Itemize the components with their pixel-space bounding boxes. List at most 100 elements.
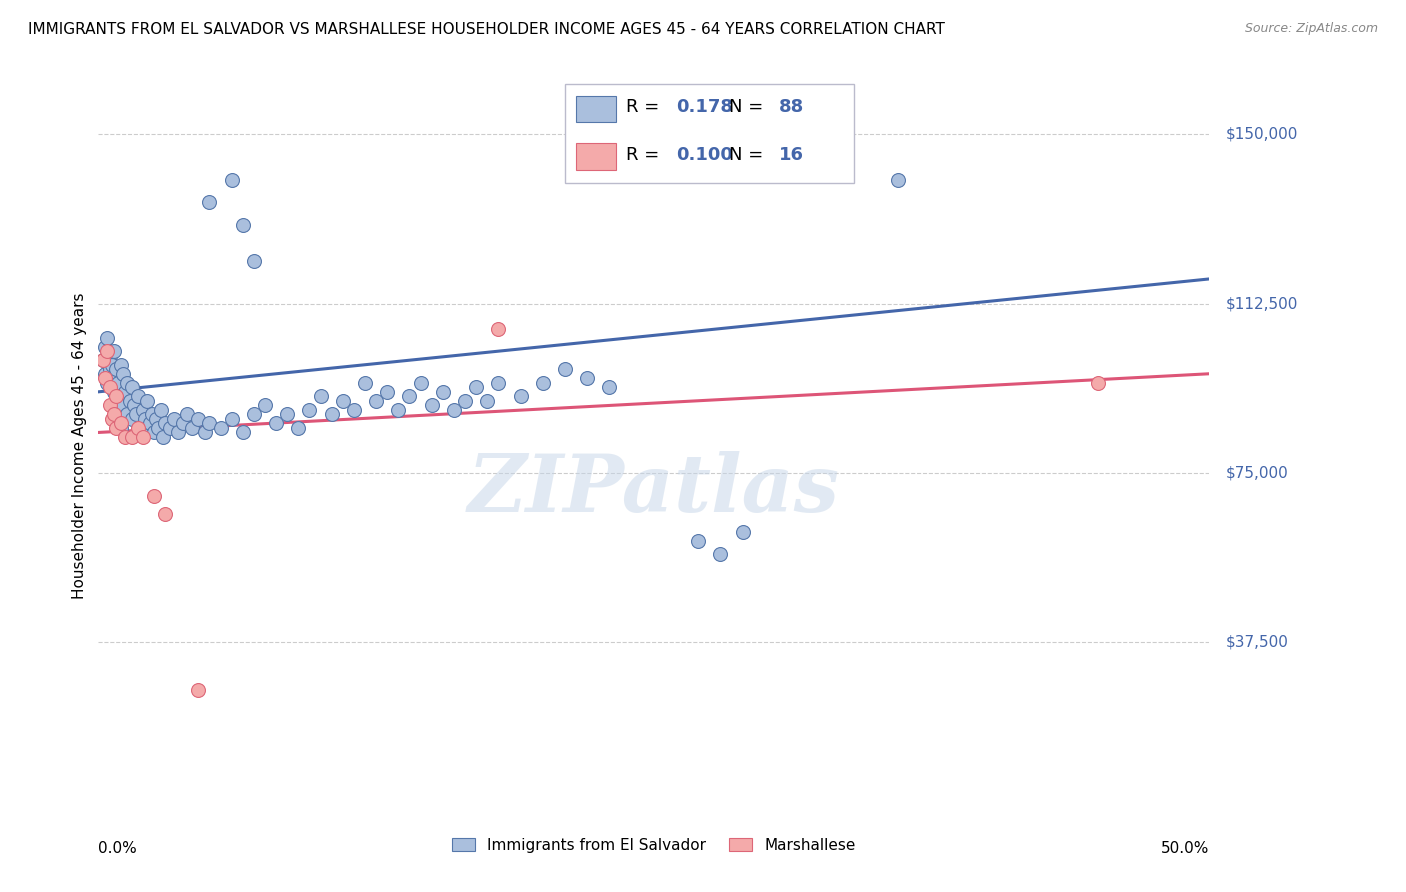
Point xyxy=(132,403,155,417)
Point xyxy=(94,367,117,381)
Point xyxy=(105,408,128,422)
Point xyxy=(96,331,118,345)
Point xyxy=(98,362,121,376)
Point xyxy=(129,421,152,435)
Text: Source: ZipAtlas.com: Source: ZipAtlas.com xyxy=(1244,22,1378,36)
Point xyxy=(132,430,155,444)
Point xyxy=(398,389,420,403)
Point xyxy=(465,380,488,394)
Point xyxy=(163,412,186,426)
Point xyxy=(598,380,620,394)
Point xyxy=(1087,376,1109,390)
Point xyxy=(198,417,221,431)
Point xyxy=(94,340,117,354)
Point xyxy=(114,430,136,444)
Text: R =: R = xyxy=(626,98,665,116)
Point xyxy=(91,353,114,368)
Point xyxy=(127,389,149,403)
Point xyxy=(443,403,465,417)
Text: N =: N = xyxy=(730,146,769,164)
Point xyxy=(264,417,287,431)
Point xyxy=(221,412,243,426)
Point xyxy=(343,403,366,417)
Point xyxy=(709,547,731,561)
Point xyxy=(143,489,166,503)
Point xyxy=(122,398,145,412)
Point xyxy=(110,421,132,435)
Point xyxy=(107,389,129,403)
Point xyxy=(554,362,576,376)
Point xyxy=(420,398,443,412)
Point xyxy=(159,421,181,435)
Point xyxy=(91,353,114,368)
Point xyxy=(96,344,118,359)
Point xyxy=(105,362,128,376)
Point xyxy=(114,384,136,399)
Point xyxy=(454,393,477,408)
Point xyxy=(309,389,332,403)
Point xyxy=(117,408,139,422)
Point xyxy=(110,358,132,372)
Point xyxy=(121,412,143,426)
Point xyxy=(103,384,125,399)
Point xyxy=(103,344,125,359)
Text: 0.100: 0.100 xyxy=(676,146,733,164)
Point xyxy=(432,384,454,399)
FancyBboxPatch shape xyxy=(576,144,616,169)
Text: R =: R = xyxy=(626,146,665,164)
Point xyxy=(98,398,121,412)
Point xyxy=(136,393,159,408)
Text: N =: N = xyxy=(730,98,769,116)
Point xyxy=(354,376,377,390)
Point xyxy=(243,408,266,422)
Text: $75,000: $75,000 xyxy=(1226,466,1288,481)
Point xyxy=(486,321,509,335)
Point xyxy=(531,376,554,390)
Text: IMMIGRANTS FROM EL SALVADOR VS MARSHALLESE HOUSEHOLDER INCOME AGES 45 - 64 YEARS: IMMIGRANTS FROM EL SALVADOR VS MARSHALLE… xyxy=(28,22,945,37)
Point xyxy=(143,425,166,440)
Point xyxy=(486,376,509,390)
Legend: Immigrants from El Salvador, Marshallese: Immigrants from El Salvador, Marshallese xyxy=(446,831,862,859)
Point xyxy=(232,218,254,232)
Point xyxy=(153,507,176,521)
Point xyxy=(149,403,172,417)
Point xyxy=(127,421,149,435)
Point xyxy=(232,425,254,440)
Point xyxy=(187,682,209,697)
Point xyxy=(276,408,298,422)
Point xyxy=(332,393,354,408)
Point xyxy=(103,408,125,422)
Y-axis label: Householder Income Ages 45 - 64 years: Householder Income Ages 45 - 64 years xyxy=(72,293,87,599)
Point xyxy=(153,417,176,431)
Text: $112,500: $112,500 xyxy=(1226,296,1298,311)
Point xyxy=(375,384,398,399)
Point xyxy=(387,403,409,417)
Text: $150,000: $150,000 xyxy=(1226,127,1298,142)
Point xyxy=(138,417,160,431)
Point xyxy=(887,172,910,186)
Point xyxy=(180,421,202,435)
Point xyxy=(172,417,194,431)
Point xyxy=(141,408,163,422)
Point xyxy=(121,380,143,394)
Text: $37,500: $37,500 xyxy=(1226,635,1289,650)
Point xyxy=(194,425,217,440)
Point xyxy=(409,376,432,390)
Point xyxy=(287,421,309,435)
Point xyxy=(176,408,198,422)
Point xyxy=(105,421,128,435)
Text: 0.178: 0.178 xyxy=(676,98,733,116)
Point xyxy=(221,172,243,186)
Point xyxy=(475,393,498,408)
Point xyxy=(100,412,122,426)
Text: 50.0%: 50.0% xyxy=(1161,841,1209,856)
Point xyxy=(98,349,121,363)
Point xyxy=(117,376,139,390)
FancyBboxPatch shape xyxy=(576,95,616,122)
Text: 88: 88 xyxy=(779,98,804,116)
Point xyxy=(118,393,141,408)
Point xyxy=(688,533,710,548)
Point xyxy=(366,393,388,408)
Point xyxy=(243,253,266,268)
Point xyxy=(576,371,599,385)
